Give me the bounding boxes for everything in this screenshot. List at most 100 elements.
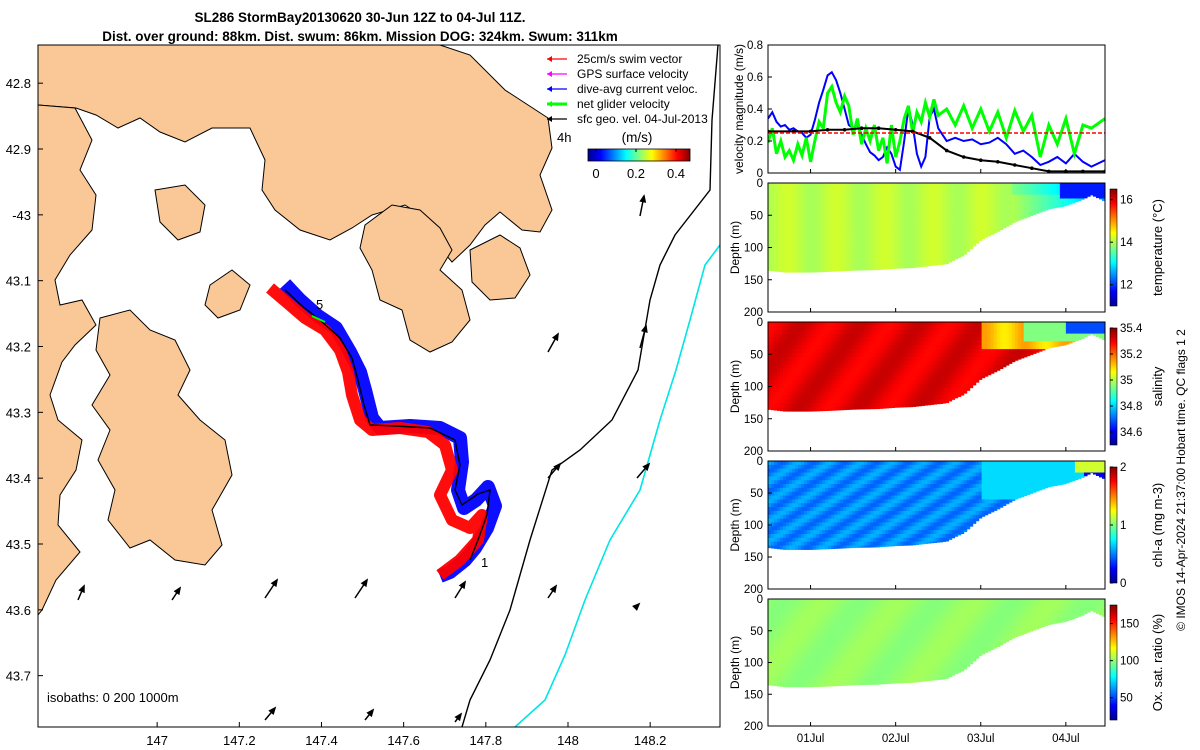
section-cell [963,241,968,246]
section-cell [885,495,889,500]
section-cell [900,322,904,327]
section-cells [768,461,1105,550]
section-cell [1032,352,1037,354]
section-cell [792,530,796,535]
section-cell [774,380,778,385]
section-cell [846,360,850,366]
section-cell [819,217,823,223]
section-cell [822,325,826,331]
section-cell [804,198,808,203]
section-cell [996,337,1001,342]
section-cell [780,183,784,188]
section-cell [1050,322,1055,327]
section-cell [969,364,974,370]
section-cell [840,391,844,397]
section-cell [822,210,826,215]
section-cell [810,248,814,254]
section-cell [828,325,832,331]
section-cell [1020,341,1025,346]
section-cell [885,391,889,397]
section-cell [888,268,892,270]
section-cell [873,264,877,269]
section-cell [852,237,856,242]
section-cell [906,202,911,207]
section-cell [774,225,778,231]
section-cell [768,380,772,385]
section-cell [963,244,968,250]
section-cell [891,322,895,327]
section-cell [852,337,856,342]
section-cell [1098,190,1103,196]
section-cell [921,349,926,354]
section-cell [768,256,772,261]
section-cell [807,186,811,192]
section-cell [819,368,823,373]
section-cell [861,268,865,271]
section-cell [921,229,926,234]
section-cell [873,202,877,207]
section-cell [840,260,844,265]
section-cell [1023,352,1028,358]
section-cell [984,229,989,234]
section-cell [846,325,850,331]
section-cell [801,360,805,366]
section-cell [843,387,847,393]
section-cell [966,217,971,223]
section-cell [876,202,880,207]
section-cell [966,241,971,246]
section-cell [894,491,898,497]
section-cell [846,380,850,385]
section-cell [987,217,992,223]
section-cell [801,461,805,466]
section-cell [918,229,923,234]
section-cell [810,256,814,261]
section-cell [957,256,962,258]
section-cell [858,403,862,408]
section-cell [981,372,986,377]
section-cell [774,503,778,508]
section-cell [906,333,911,339]
section-cell [771,533,775,539]
section-cell [861,395,865,400]
section-cell [1056,190,1061,196]
section-cell [912,376,917,381]
section-cell [1047,322,1052,327]
section-cell [900,356,904,362]
section-cell [798,194,802,200]
section-cell [792,464,796,470]
section-cell [999,206,1004,211]
section-cell [915,391,920,397]
section-cell [789,372,793,377]
section-cell [846,244,850,250]
section-cell [822,476,826,481]
section-cell [801,202,805,207]
section-cell [906,194,911,200]
section-cell [798,210,802,215]
section-cell [954,395,959,399]
section-cell [861,352,865,358]
section-cell [948,352,953,358]
section-cell [945,380,950,385]
section-cell [930,241,935,246]
section-cell [864,264,868,269]
section-cell [822,484,826,489]
section-cell [1005,329,1010,335]
section-cell [870,533,874,539]
section-cell [858,499,862,504]
section-cell [1008,349,1013,354]
section-cell [789,190,793,196]
section-cell [837,468,841,474]
section-cell [867,461,871,466]
section-cell [906,349,911,354]
lat-tick-label: 43.1 [6,274,31,289]
section-cell [969,186,974,192]
section-cell [1023,349,1028,354]
section-cell [936,264,941,266]
section-cell [813,537,817,543]
section-cell [777,395,781,400]
section-cell [1098,333,1103,339]
section-cell [918,380,923,385]
section-cell [789,368,793,373]
section-cell [807,468,811,474]
section-cell [840,210,844,215]
